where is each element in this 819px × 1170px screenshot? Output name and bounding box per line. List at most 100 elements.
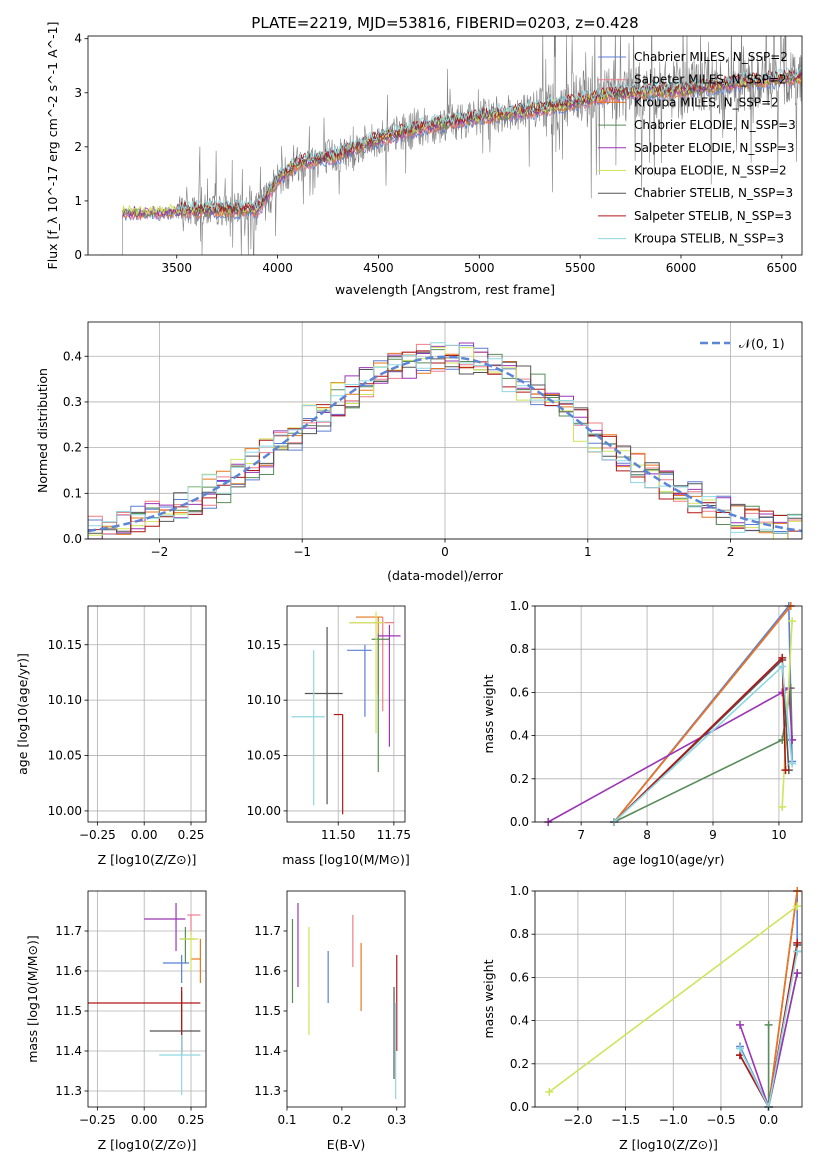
x-axis-label: mass [log10(M/M⊙)] bbox=[282, 852, 410, 867]
x-tick-label: 9 bbox=[709, 828, 717, 842]
x-tick-label: 5500 bbox=[565, 261, 596, 275]
legend-label: Chabrier MILES, N_SSP=2 bbox=[634, 50, 788, 64]
x-tick-label: 3500 bbox=[161, 261, 192, 275]
x-tick-label: −1.5 bbox=[611, 1113, 640, 1127]
x-tick-label: −1.0 bbox=[659, 1113, 688, 1127]
model-spectrum-chabrier_stelib bbox=[176, 70, 802, 214]
y-tick-label: 11.3 bbox=[254, 1084, 281, 1098]
x-tick-label: 4500 bbox=[363, 261, 394, 275]
x-tick-label: 11.50 bbox=[321, 828, 355, 842]
weight-point-chabrier_elodie bbox=[764, 1020, 773, 1029]
y-tick-label: 10.05 bbox=[48, 749, 82, 763]
y-tick-label: 11.3 bbox=[55, 1084, 82, 1098]
axes-frames bbox=[84, 35, 803, 1111]
weight-point-salpeter_elodie bbox=[736, 1020, 745, 1029]
legend-label: Kroupa STELIB, N_SSP=3 bbox=[634, 232, 784, 246]
y-tick-label: 0.6 bbox=[510, 970, 529, 984]
y-tick-label: 0.0 bbox=[510, 1100, 529, 1114]
y-axis-label: mass [log10(M/M⊙)] bbox=[25, 935, 40, 1063]
y-tick-label: 0.0 bbox=[510, 815, 529, 829]
y-tick-label: 10.10 bbox=[48, 693, 82, 707]
x-tick-label: 11.75 bbox=[377, 828, 411, 842]
y-tick-label: 11.7 bbox=[254, 924, 281, 938]
histogram-axes-frame bbox=[87, 321, 803, 540]
weight-point-kroupa_stelib bbox=[778, 662, 787, 671]
errorbar-axes-frame bbox=[286, 890, 406, 1108]
y-tick-label: 0.4 bbox=[510, 729, 529, 743]
x-tick-label: 6500 bbox=[767, 261, 798, 275]
x-tick-label: −2.0 bbox=[563, 1113, 592, 1127]
x-tick-label: −1 bbox=[293, 545, 311, 559]
y-tick-label: 10.10 bbox=[247, 693, 281, 707]
spectrum-axes-frame bbox=[87, 35, 803, 256]
x-tick-label: 5000 bbox=[464, 261, 495, 275]
model-spectrum-kroupa_stelib bbox=[176, 67, 802, 212]
y-tick-label: 0 bbox=[74, 248, 82, 262]
x-axis-label: age log10(age/yr) bbox=[612, 852, 724, 867]
weight-line-kroupa_miles bbox=[613, 605, 792, 823]
y-axis-label: mass weight bbox=[481, 959, 496, 1038]
y-tick-label: 0.4 bbox=[510, 1014, 529, 1028]
errorbar-axes-frame bbox=[286, 605, 406, 823]
legend-label: Salpeter ELODIE, N_SSP=3 bbox=[634, 141, 795, 155]
x-tick-label: 0.0 bbox=[759, 1113, 778, 1127]
y-tick-label: 0.4 bbox=[63, 349, 82, 363]
x-tick-label: 7 bbox=[577, 828, 585, 842]
weight-point-salpeter_elodie bbox=[793, 969, 802, 978]
x-tick-label: −0.5 bbox=[706, 1113, 735, 1127]
x-tick-label: 0.3 bbox=[387, 1113, 406, 1127]
x-tick-label: −2 bbox=[151, 545, 169, 559]
y-tick-label: 10.05 bbox=[247, 749, 281, 763]
weight-line-kroupa_elodie bbox=[548, 905, 798, 1093]
y-tick-label: 0.2 bbox=[510, 772, 529, 786]
x-axis-label: E(B-V) bbox=[327, 1137, 366, 1152]
legend-label: Salpeter MILES, N_SSP=2 bbox=[634, 73, 787, 87]
y-tick-label: 10.15 bbox=[48, 638, 82, 652]
y-axis-label: Flux [f_λ 10^-17 erg cm^-2 s^-1 A^-1] bbox=[45, 22, 60, 270]
weight-point-salpeter_stelib bbox=[781, 766, 790, 775]
x-tick-label: 0.25 bbox=[178, 828, 205, 842]
weight-line-kroupa_miles bbox=[767, 890, 798, 1108]
weight-point-kroupa_stelib bbox=[736, 1044, 745, 1053]
x-tick-label: 0.2 bbox=[332, 1113, 351, 1127]
x-tick-label: 0.00 bbox=[131, 828, 158, 842]
y-tick-label: 10.00 bbox=[247, 804, 281, 818]
x-tick-label: 0.00 bbox=[131, 1113, 158, 1127]
y-tick-label: 11.6 bbox=[55, 964, 82, 978]
y-tick-label: 11.7 bbox=[55, 924, 82, 938]
legend-label: 𝒩(0, 1) bbox=[739, 336, 785, 351]
legend-label: Chabrier ELODIE, N_SSP=3 bbox=[634, 118, 796, 132]
x-tick-label: −0.25 bbox=[79, 1113, 116, 1127]
weight-line-chabrier_elodie bbox=[613, 687, 793, 823]
text-layer: 3500 4000 4500 5000 5500 6000 6500 0 1 2 3 4 PLATE=2… bbox=[15, 14, 797, 1152]
legend-label: Chabrier STELIB, N_SSP=3 bbox=[634, 186, 793, 200]
weight-axes-frame bbox=[534, 605, 803, 823]
y-tick-label: 1.0 bbox=[510, 599, 529, 613]
legend-label: Salpeter STELIB, N_SSP=3 bbox=[634, 209, 792, 223]
weight-axes-frame bbox=[534, 890, 803, 1108]
y-tick-label: 0.0 bbox=[63, 532, 82, 546]
y-tick-label: 3 bbox=[74, 86, 82, 100]
residual-histogram-kroupa_stelib bbox=[88, 342, 802, 539]
x-axis-label: Z [log10(Z/Z⊙)] bbox=[98, 852, 197, 867]
weight-line-salpeter_elodie bbox=[547, 686, 793, 823]
x-tick-label: 1 bbox=[584, 545, 592, 559]
y-tick-label: 0.1 bbox=[63, 486, 82, 500]
x-tick-label: 0.1 bbox=[277, 1113, 296, 1127]
y-tick-label: 0.3 bbox=[63, 395, 82, 409]
y-tick-label: 0.2 bbox=[510, 1057, 529, 1071]
y-tick-label: 0.8 bbox=[510, 642, 529, 656]
y-tick-label: 11.4 bbox=[254, 1044, 281, 1058]
errorbar-axes-frame bbox=[87, 605, 207, 823]
y-tick-label: 0.2 bbox=[63, 441, 82, 455]
y-axis-label: mass weight bbox=[481, 674, 496, 753]
y-tick-label: 1.0 bbox=[510, 884, 529, 898]
weight-point-kroupa_elodie bbox=[778, 802, 787, 811]
weight-point-kroupa_stelib bbox=[788, 759, 797, 768]
x-tick-label: 6000 bbox=[666, 261, 697, 275]
weight-point-salpeter_stelib bbox=[793, 938, 802, 947]
y-tick-label: 10.00 bbox=[48, 804, 82, 818]
x-axis-label: Z [log10(Z/Z⊙)] bbox=[98, 1137, 197, 1152]
y-tick-label: 11.5 bbox=[55, 1004, 82, 1018]
